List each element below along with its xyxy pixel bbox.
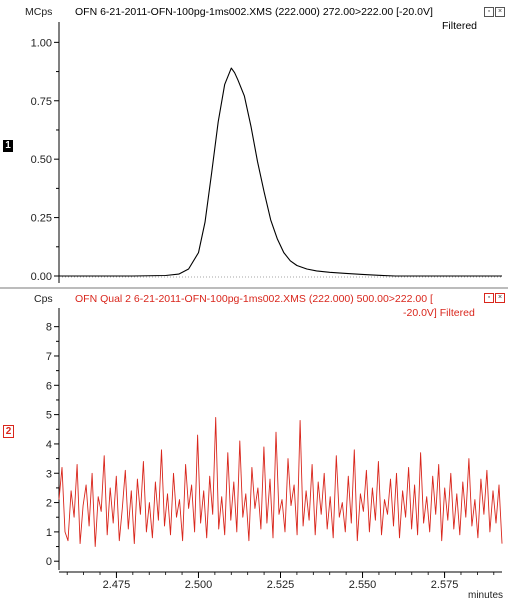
series-line-2	[58, 417, 503, 547]
y-tick-label: 4	[46, 439, 52, 451]
restore-icon[interactable]: ▫	[484, 293, 494, 303]
trace-2-marker[interactable]: 2	[3, 425, 14, 438]
y-tick-label: 0	[46, 556, 52, 568]
trace-1-marker[interactable]: 1	[3, 140, 13, 152]
y-tick-label: 2	[46, 498, 52, 510]
x-tick-label: 2.525	[267, 579, 295, 591]
y-tick-label: 0.50	[31, 154, 52, 166]
panel-2-subtitle: -20.0V] Filtered	[403, 307, 475, 319]
panel-1-title: OFN 6-21-2011-OFN-100pg-1ms002.XMS (222.…	[75, 6, 433, 18]
y-tick-label: 5	[46, 410, 52, 422]
y-tick-label: 0.25	[31, 213, 52, 225]
close-icon[interactable]: ×	[495, 7, 505, 17]
x-tick-label: 2.575	[431, 579, 459, 591]
y-tick-label: 6	[46, 380, 52, 392]
close-icon[interactable]: ×	[495, 293, 505, 303]
x-tick-label: 2.475	[103, 579, 131, 591]
y-tick-label: 1.00	[31, 37, 52, 49]
x-tick-label: 2.550	[349, 579, 377, 591]
series-line-1	[59, 67, 502, 277]
panel-2-title: OFN Qual 2 6-21-2011-OFN-100pg-1ms002.XM…	[75, 293, 433, 305]
x-tick-label: 2.500	[185, 579, 213, 591]
y-tick-label: 0.00	[31, 271, 52, 283]
panel-1-subtitle: Filtered	[442, 20, 478, 32]
y-tick-label: 0.75	[31, 96, 52, 108]
y-tick-label: 7	[46, 351, 52, 363]
panel-2-unit: Cps	[34, 293, 53, 305]
restore-icon[interactable]: ▫	[484, 7, 494, 17]
y-tick-label: 3	[46, 468, 52, 480]
panel-1-unit: MCps	[25, 6, 53, 18]
y-tick-label: 8	[46, 322, 52, 334]
x-axis-label: minutes	[468, 590, 503, 600]
y-tick-label: 1	[46, 527, 52, 539]
